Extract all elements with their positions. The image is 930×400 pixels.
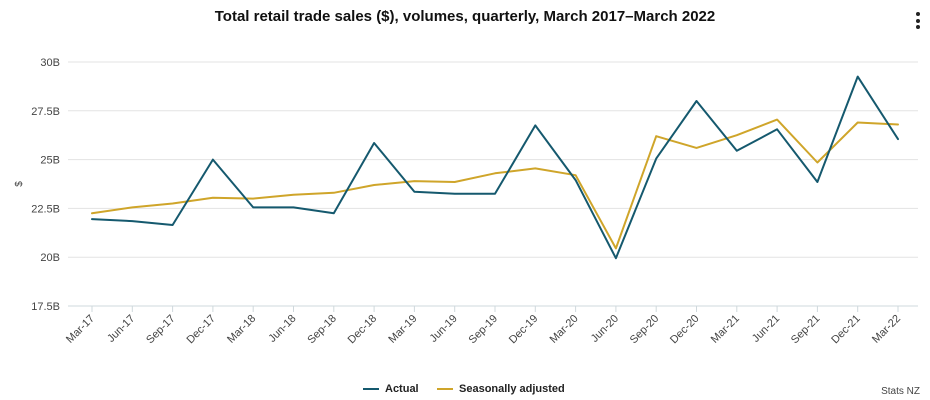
legend-item-actual[interactable]: Actual: [363, 383, 419, 395]
grid-lines: [68, 61, 918, 258]
x-tick-label: Dec-17: [184, 313, 218, 347]
legend-label-seasonally-adjusted: Seasonally adjusted: [459, 383, 565, 395]
y-tick-label: 17.5B: [31, 301, 60, 313]
x-tick-label: Mar-18: [225, 313, 258, 346]
x-tick-label: Jun-20: [589, 313, 621, 345]
legend-swatch-seasonally-adjusted: [437, 388, 453, 390]
y-tick-label: 30B: [40, 57, 60, 69]
source-credit: Stats NZ: [881, 386, 920, 397]
x-tick-label: Jun-19: [428, 313, 460, 345]
menu-dot: [916, 18, 920, 23]
y-tick-label: 27.5B: [31, 106, 60, 118]
x-tick-label: Mar-22: [870, 313, 903, 346]
x-tick-label: Sep-19: [467, 313, 501, 347]
x-tick-label: Jun-17: [105, 313, 137, 345]
x-tick-label: Mar-21: [709, 313, 742, 346]
x-tick-label: Jun-21: [750, 313, 782, 345]
x-tick-label: Dec-18: [346, 313, 380, 347]
x-tick-label: Dec-21: [829, 313, 863, 347]
series-lines: [91, 75, 899, 260]
series-line-actual: [91, 75, 899, 260]
menu-dot: [916, 25, 920, 29]
x-tick-label: Mar-19: [386, 313, 419, 346]
x-tick-label: Mar-20: [548, 313, 581, 346]
x-axis: [68, 305, 918, 312]
x-tick-label: Dec-19: [507, 313, 541, 347]
x-tick-label: Sep-18: [305, 313, 339, 347]
y-axis-label: $: [14, 181, 25, 187]
y-tick-label: 25B: [40, 155, 60, 167]
legend-swatch-actual: [363, 388, 379, 390]
x-axis-tick-labels: Mar-17 Jun-17 Sep-17 Dec-17 Mar-18 Jun-18 Sep-…: [64, 313, 903, 347]
chart-title: Total retail trade sales ($), volumes, q…: [214, 8, 716, 25]
legend-label-actual: Actual: [385, 383, 419, 395]
x-tick-label: Mar-17: [64, 313, 97, 346]
series-line-seasonally-adjusted: [91, 118, 899, 250]
menu-dot: [916, 12, 920, 16]
more-vertical-icon[interactable]: [914, 12, 922, 34]
x-tick-label: Sep-21: [789, 313, 823, 347]
x-tick-label: Sep-17: [144, 313, 178, 347]
x-tick-label: Jun-18: [266, 313, 298, 345]
y-tick-label: 20B: [40, 252, 60, 264]
y-tick-label: 22.5B: [31, 203, 60, 215]
x-tick-label: Sep-20: [628, 313, 662, 347]
legend-item-seasonally-adjusted[interactable]: Seasonally adjusted: [437, 383, 565, 395]
y-axis-ticks: 17.5B 20B 22.5B 25B 27.5B 30B: [31, 57, 60, 313]
x-tick-label: Dec-20: [668, 313, 702, 347]
legend: Actual Seasonally adjusted: [0, 383, 930, 397]
